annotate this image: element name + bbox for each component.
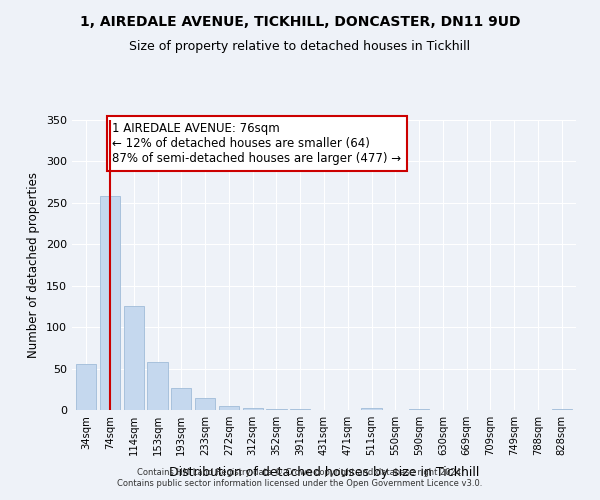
Y-axis label: Number of detached properties: Number of detached properties <box>28 172 40 358</box>
Text: Contains HM Land Registry data © Crown copyright and database right 2024.
Contai: Contains HM Land Registry data © Crown c… <box>118 468 482 487</box>
X-axis label: Distribution of detached houses by size in Tickhill: Distribution of detached houses by size … <box>169 466 479 479</box>
Text: 1, AIREDALE AVENUE, TICKHILL, DONCASTER, DN11 9UD: 1, AIREDALE AVENUE, TICKHILL, DONCASTER,… <box>80 15 520 29</box>
Bar <box>242 408 263 410</box>
Bar <box>76 364 97 410</box>
Bar <box>551 409 572 410</box>
Bar <box>290 409 310 410</box>
Bar <box>195 398 215 410</box>
Text: 1 AIREDALE AVENUE: 76sqm
← 12% of detached houses are smaller (64)
87% of semi-d: 1 AIREDALE AVENUE: 76sqm ← 12% of detach… <box>112 122 401 164</box>
Bar <box>409 409 429 410</box>
Bar <box>219 406 239 410</box>
Text: Size of property relative to detached houses in Tickhill: Size of property relative to detached ho… <box>130 40 470 53</box>
Bar <box>148 362 167 410</box>
Bar <box>171 388 191 410</box>
Bar <box>100 196 120 410</box>
Bar <box>266 409 287 410</box>
Bar <box>361 408 382 410</box>
Bar <box>124 306 144 410</box>
